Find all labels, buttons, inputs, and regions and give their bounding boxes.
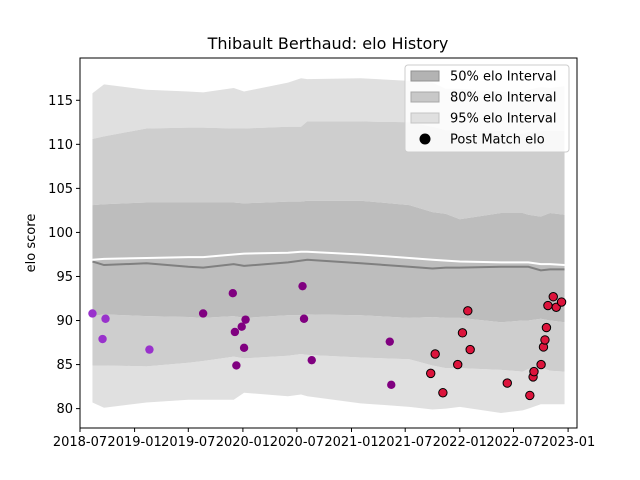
y-axis-title: elo score (24, 214, 39, 273)
legend-label: 95% elo Interval (450, 112, 557, 127)
y-tick-label: 90 (56, 314, 73, 329)
y-tick-label: 105 (48, 182, 73, 197)
y-axis: 80 85 90 95 100 105 110 115 (48, 94, 80, 417)
band-80-lower (92, 314, 565, 372)
x-tick-label: 2019-01 (107, 435, 161, 450)
y-tick-label: 110 (48, 138, 73, 153)
data-point (556, 297, 567, 307)
legend-label: Post Match elo (450, 133, 545, 148)
data-point (239, 343, 249, 353)
x-tick-label: 2022-01 (433, 435, 487, 450)
y-tick-label: 115 (48, 94, 73, 109)
data-point (387, 380, 396, 390)
x-axis: 2018-07 2019-01 2019-07 2020-01 2020-07 2021-… (53, 428, 595, 450)
post-match-points (88, 281, 567, 401)
y-tick-label: 100 (48, 226, 73, 241)
data-point (299, 314, 309, 323)
data-point (232, 361, 241, 370)
legend-swatch (410, 91, 440, 103)
data-point (548, 292, 558, 302)
data-point (385, 337, 394, 346)
data-point (237, 322, 246, 331)
legend-marker (419, 133, 431, 145)
legend: 50% elo Interval 80% elo Interval 95% elo … (404, 64, 570, 153)
chart-title: Thibault Berthaud: elo History (207, 34, 449, 53)
x-tick-label: 2019-07 (161, 435, 215, 450)
x-tick-label: 2021-01 (324, 435, 378, 450)
data-point (525, 390, 535, 401)
data-point (426, 368, 436, 379)
legend-label: 50% elo Interval (450, 70, 557, 85)
data-point (98, 334, 107, 344)
x-tick-label: 2020-01 (216, 435, 270, 450)
data-point (529, 366, 539, 377)
legend-label: 80% elo Interval (450, 91, 557, 106)
data-point (298, 281, 307, 291)
data-point (453, 359, 463, 370)
y-tick-label: 85 (56, 358, 73, 373)
data-point (463, 306, 473, 316)
data-point (307, 355, 316, 365)
data-point (230, 327, 240, 337)
legend-swatch (410, 70, 440, 82)
data-point (198, 309, 208, 318)
data-point (543, 300, 553, 311)
legend-box (404, 64, 570, 153)
highlight-line (92, 250, 565, 267)
data-point (430, 349, 440, 359)
y-tick-label: 95 (56, 270, 73, 285)
y-tick-label: 80 (56, 402, 73, 417)
data-point (541, 322, 552, 333)
legend-swatch (410, 112, 440, 124)
mean-elo-line (92, 258, 565, 272)
band-95-lower (92, 354, 565, 414)
data-point (145, 345, 154, 354)
data-point (502, 378, 512, 388)
data-point (101, 314, 110, 323)
data-point (457, 328, 468, 338)
x-tick-label: 2022-07 (486, 435, 540, 450)
data-point (540, 335, 550, 345)
data-point (88, 309, 97, 318)
data-point (465, 344, 475, 355)
data-point (438, 388, 448, 398)
x-tick-label: 2021-07 (378, 435, 432, 450)
trend-lines (92, 250, 565, 272)
data-point (536, 359, 546, 370)
plot-frame (79, 57, 578, 429)
data-point (241, 315, 250, 324)
x-tick-label: 2023-01 (541, 435, 595, 450)
x-tick-label: 2018-07 (53, 435, 107, 450)
x-tick-label: 2020-07 (270, 435, 324, 450)
data-point (228, 289, 238, 298)
